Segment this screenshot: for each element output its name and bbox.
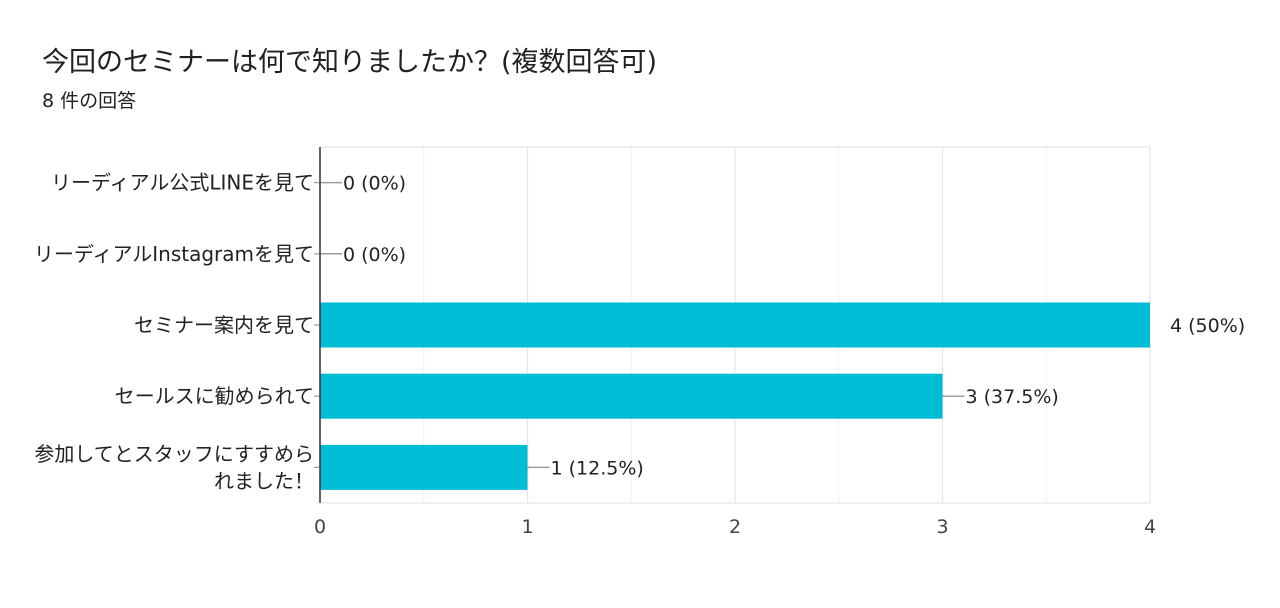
data-label: 0 (0%) (343, 244, 406, 266)
x-tick-label: 2 (729, 516, 741, 538)
category-label: セールスに勧められて (115, 384, 314, 408)
x-tick-label: 0 (314, 516, 326, 538)
bar (320, 302, 1150, 348)
chart-title: 今回のセミナーは何で知りましたか？(複数回答可) (42, 47, 658, 78)
category-label: 参加してとスタッフにすすめら (34, 442, 314, 466)
bar (320, 444, 528, 490)
x-tick-label: 1 (521, 516, 533, 538)
category-label: リーディアルInstagramを見て (34, 242, 314, 266)
category-label: セミナー案内を見て (134, 313, 314, 337)
data-label: 0 (0%) (343, 173, 406, 195)
x-tick-label: 3 (936, 516, 948, 538)
bar (320, 373, 943, 419)
response-count: 8 件の回答 (42, 90, 137, 112)
x-tick-label: 4 (1144, 516, 1156, 538)
data-label: 3 (37.5%) (966, 386, 1059, 408)
data-label: 1 (12.5%) (551, 457, 644, 479)
category-label: リーディアル公式LINEを見て (51, 171, 314, 195)
data-label: 4 (50%) (1170, 315, 1245, 337)
category-label: れました！ (214, 469, 314, 493)
